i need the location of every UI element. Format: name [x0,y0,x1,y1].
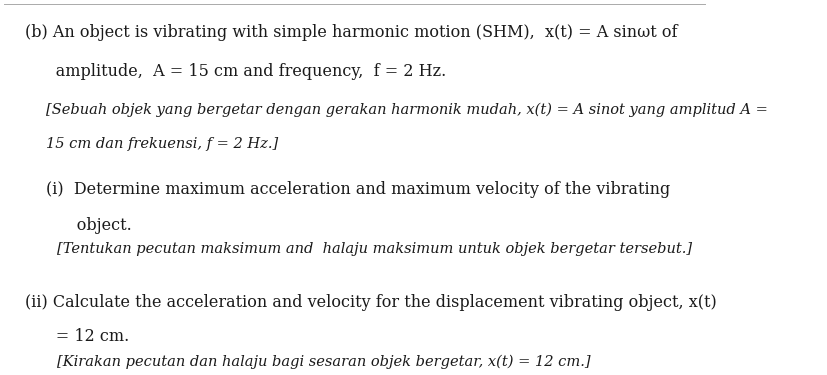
Text: (i)  Determine maximum acceleration and maximum velocity of the vibrating: (i) Determine maximum acceleration and m… [46,182,670,198]
Text: 15 cm dan frekuensi, f = 2 Hz.]: 15 cm dan frekuensi, f = 2 Hz.] [46,136,278,151]
Text: (b) An object is vibrating with simple harmonic motion (SHM),  x(t) = A sinωt of: (b) An object is vibrating with simple h… [25,24,676,41]
Text: object.: object. [46,217,131,234]
Text: amplitude,  A = 15 cm and frequency,  f = 2 Hz.: amplitude, A = 15 cm and frequency, f = … [25,63,446,80]
Text: [Kirakan pecutan dan halaju bagi sesaran objek bergetar, x(t) = 12 cm.]: [Kirakan pecutan dan halaju bagi sesaran… [57,355,590,369]
Text: = 12 cm.: = 12 cm. [25,328,129,345]
Text: [Sebuah objek yang bergetar dengan gerakan harmonik mudah, x(t) = A sinot yang a: [Sebuah objek yang bergetar dengan gerak… [46,103,767,117]
Text: [Tentukan pecutan maksimum and  halaju maksimum untuk objek bergetar tersebut.]: [Tentukan pecutan maksimum and halaju ma… [57,242,691,256]
Text: (ii) Calculate the acceleration and velocity for the displacement vibrating obje: (ii) Calculate the acceleration and velo… [25,294,716,311]
